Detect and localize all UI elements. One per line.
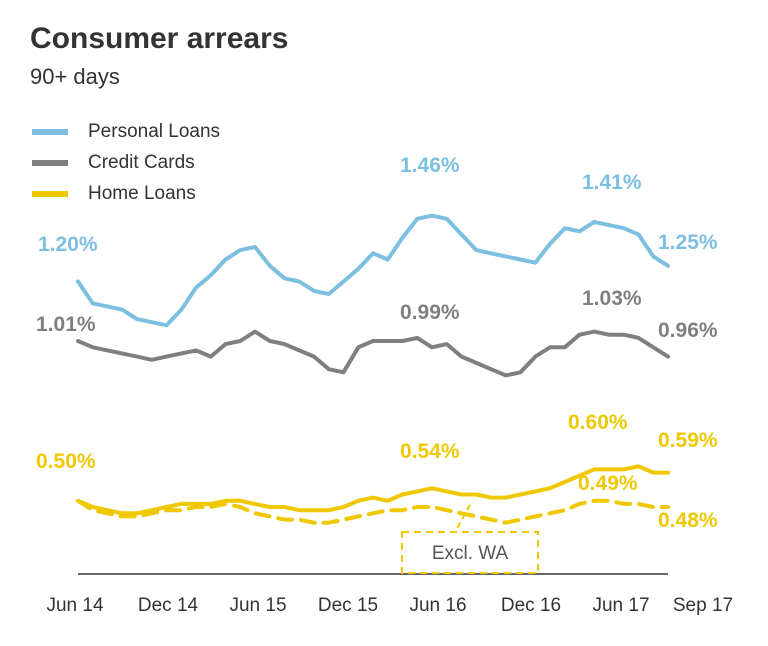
data-label-home-loans-0: 0.50% bbox=[36, 450, 96, 473]
series-line-credit-cards bbox=[76, 329, 670, 378]
legend-label-personal-loans: Personal Loans bbox=[88, 120, 221, 142]
legend-swatch-home-loans bbox=[32, 190, 68, 197]
data-label-credit-cards-0: 1.01% bbox=[36, 313, 96, 336]
legend-item-credit-cards: Credit Cards bbox=[32, 147, 220, 178]
data-label-home-loans-2: 0.60% bbox=[568, 411, 628, 434]
x-tick-layer: Jun 14 Dec 14 Jun 15 Dec 15 Jun 16 Dec 16 Jun … bbox=[46, 595, 733, 616]
data-label-home-loans-1: 0.54% bbox=[400, 440, 460, 463]
data-label-home-loans-3: 0.59% bbox=[658, 429, 718, 452]
series-layer bbox=[76, 213, 670, 525]
x-tick-label: Dec 15 bbox=[318, 595, 378, 616]
data-label-credit-cards-3: 0.96% bbox=[658, 319, 718, 342]
data-label-home-loans-excl-wa-0: 0.49% bbox=[578, 472, 638, 495]
legend-label-home-loans: Home Loans bbox=[88, 182, 196, 204]
x-tick-label: Dec 16 bbox=[501, 595, 561, 616]
legend-item-home-loans: Home Loans bbox=[32, 178, 220, 209]
annotation-text: Excl. WA bbox=[432, 543, 509, 564]
annotation-box bbox=[401, 531, 539, 574]
data-label-credit-cards-2: 1.03% bbox=[582, 287, 642, 310]
series-line-home-loans-excl-wa bbox=[76, 498, 670, 525]
data-label-credit-cards-1: 0.99% bbox=[400, 301, 460, 324]
data-label-home-loans-excl-wa-1: 0.48% bbox=[658, 509, 718, 532]
data-label-personal-loans-0: 1.20% bbox=[38, 233, 98, 256]
series-line-home-loans bbox=[76, 464, 670, 516]
annotation-leader bbox=[454, 504, 471, 533]
data-label-personal-loans-3: 1.25% bbox=[658, 231, 718, 254]
x-tick-label: Dec 14 bbox=[138, 595, 199, 616]
series-line-personal-loans bbox=[76, 213, 670, 328]
annotation-excl-wa: Excl. WA bbox=[401, 504, 539, 574]
legend-label-credit-cards: Credit Cards bbox=[88, 151, 195, 173]
x-tick-label: Jun 14 bbox=[46, 595, 103, 616]
x-tick-label: Jun 17 bbox=[592, 595, 649, 616]
chart-title: Consumer arrears bbox=[30, 22, 289, 55]
legend-swatch-personal-loans bbox=[32, 128, 68, 135]
x-tick-label: Jun 16 bbox=[409, 595, 466, 616]
legend-swatch-credit-cards bbox=[32, 159, 68, 166]
data-label-personal-loans-1: 1.46% bbox=[400, 154, 460, 177]
x-tick-label: Jun 15 bbox=[229, 595, 286, 616]
data-label-layer: 1.20% 1.46% 1.41% 1.25% 1.01% 0.99% 1.03% 0.96%… bbox=[36, 154, 718, 532]
legend-item-personal-loans: Personal Loans bbox=[32, 116, 220, 147]
x-tick-label: Sep 17 bbox=[673, 595, 733, 616]
chart-subtitle: 90+ days bbox=[30, 64, 120, 89]
legend: Personal Loans Credit Cards Home Loans bbox=[32, 116, 220, 209]
data-label-personal-loans-2: 1.41% bbox=[582, 171, 642, 194]
